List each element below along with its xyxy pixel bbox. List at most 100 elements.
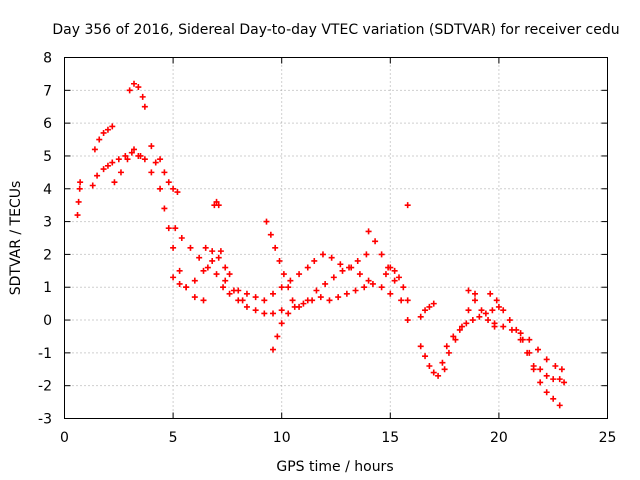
data-point: [404, 317, 411, 324]
data-point: [417, 313, 424, 320]
data-point: [141, 156, 148, 163]
data-point: [487, 290, 494, 297]
data-point: [354, 257, 361, 264]
data-point: [482, 310, 489, 317]
data-point: [300, 300, 307, 307]
data-point: [272, 244, 279, 251]
y-tick-label: 0: [43, 313, 52, 329]
data-point: [131, 80, 138, 87]
data-point: [398, 297, 405, 304]
data-point: [296, 303, 303, 310]
y-tick-label: 8: [43, 51, 52, 67]
data-point: [465, 307, 472, 314]
data-point: [187, 244, 194, 251]
data-point: [550, 395, 557, 402]
data-point: [387, 290, 394, 297]
data-point: [556, 402, 563, 409]
y-tick-label: 1: [43, 280, 52, 296]
data-point: [417, 343, 424, 350]
data-point: [94, 172, 101, 179]
data-point: [313, 287, 320, 294]
data-point: [326, 297, 333, 304]
y-tick-label: 3: [43, 215, 52, 231]
y-tick-label: 5: [43, 149, 52, 165]
data-point: [363, 251, 370, 258]
data-point: [558, 366, 565, 373]
data-point: [270, 346, 277, 353]
data-point: [157, 185, 164, 192]
data-point: [176, 280, 183, 287]
data-point: [365, 228, 372, 235]
data-point: [304, 264, 311, 271]
data-point: [75, 198, 82, 205]
data-point: [465, 287, 472, 294]
data-point: [422, 353, 429, 360]
series-arc-g: [172, 225, 246, 304]
data-point: [472, 290, 479, 297]
data-point: [148, 169, 155, 176]
y-tick-label: -2: [38, 379, 52, 395]
data-point: [430, 369, 437, 376]
x-tick-label: 15: [381, 430, 399, 446]
data-point: [550, 376, 557, 383]
ticks: [64, 57, 608, 419]
data-point: [235, 287, 242, 294]
data-point: [222, 264, 229, 271]
data-point: [217, 248, 224, 255]
series-arc-ac: [530, 362, 568, 386]
data-point: [104, 126, 111, 133]
series-arc-c: [126, 80, 148, 110]
data-point: [530, 362, 537, 369]
series-arc-o: [296, 264, 372, 310]
data-point: [387, 264, 394, 271]
data-point: [330, 274, 337, 281]
data-point: [328, 254, 335, 261]
series-arc-h: [170, 248, 224, 291]
series-arc-m: [263, 218, 296, 304]
series-arc-q: [326, 280, 394, 304]
data-point: [278, 284, 285, 291]
data-point: [77, 179, 84, 186]
data-point: [209, 248, 216, 255]
data-point: [131, 146, 138, 153]
series-arc-k: [220, 284, 285, 317]
data-point: [422, 307, 429, 314]
data-point: [450, 333, 457, 340]
data-point: [270, 290, 277, 297]
data-point: [400, 284, 407, 291]
data-point: [500, 307, 507, 314]
data-point: [235, 297, 242, 304]
data-point: [191, 277, 198, 284]
y-tick-label: -3: [38, 412, 52, 428]
data-point: [285, 284, 292, 291]
x-tick-label: 25: [599, 430, 617, 446]
data-point: [506, 317, 513, 324]
data-point: [215, 254, 222, 261]
data-point: [517, 330, 524, 337]
data-point: [458, 323, 465, 330]
data-point: [178, 235, 185, 241]
data-point: [322, 280, 329, 287]
data-point: [267, 231, 274, 238]
series-arc-aa: [491, 320, 565, 373]
data-point: [456, 326, 463, 333]
data-point: [278, 320, 285, 327]
data-point: [170, 274, 177, 281]
y-tick-label: -1: [38, 346, 52, 362]
data-point: [435, 372, 442, 379]
data-point: [537, 379, 544, 386]
data-point: [89, 182, 96, 189]
data-point: [139, 93, 146, 100]
data-point: [209, 257, 216, 264]
data-point: [148, 143, 155, 150]
data-point: [287, 277, 294, 284]
data-point: [369, 280, 376, 287]
series-arc-n: [270, 294, 324, 353]
data-point: [526, 336, 533, 343]
x-tick-label: 0: [60, 430, 69, 446]
data-point: [337, 261, 344, 268]
data-point: [76, 185, 83, 192]
data-point: [109, 159, 116, 166]
data-point: [276, 257, 283, 264]
data-point: [491, 320, 498, 327]
